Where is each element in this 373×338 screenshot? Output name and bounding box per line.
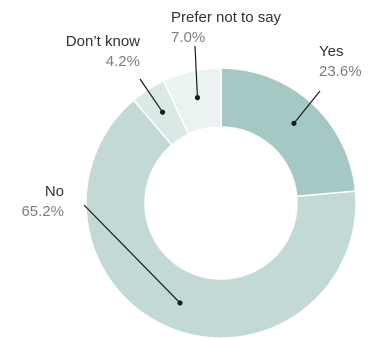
leader-line-dont-know xyxy=(139,78,164,113)
leader-dot-no xyxy=(177,300,183,306)
slice-prefer-not-to-say xyxy=(162,67,222,136)
leader-line-no xyxy=(83,204,181,304)
slice-label-no: No xyxy=(45,183,64,200)
slice-value-dont-know: 4.2% xyxy=(106,53,140,70)
slice-no xyxy=(85,99,357,338)
leader-line-yes xyxy=(293,90,321,124)
leader-dot-yes xyxy=(291,120,297,126)
slice-label-dont-know: Don’t know xyxy=(66,33,140,50)
slice-value-yes: 23.6% xyxy=(319,63,362,80)
slice-group xyxy=(85,67,357,338)
callout-group xyxy=(83,45,321,306)
slice-yes xyxy=(220,67,357,198)
leader-dot-prefer-not-to-say xyxy=(194,95,201,101)
leader-dot-dont-know xyxy=(159,109,166,115)
slice-label-yes: Yes xyxy=(319,43,343,60)
slice-label-prefer-not-to-say: Prefer not to say xyxy=(171,9,282,26)
leader-line-prefer-not-to-say xyxy=(194,45,199,98)
slice-value-prefer-not-to-say: 7.0% xyxy=(171,29,205,46)
slice-value-no: 65.2% xyxy=(21,203,64,220)
